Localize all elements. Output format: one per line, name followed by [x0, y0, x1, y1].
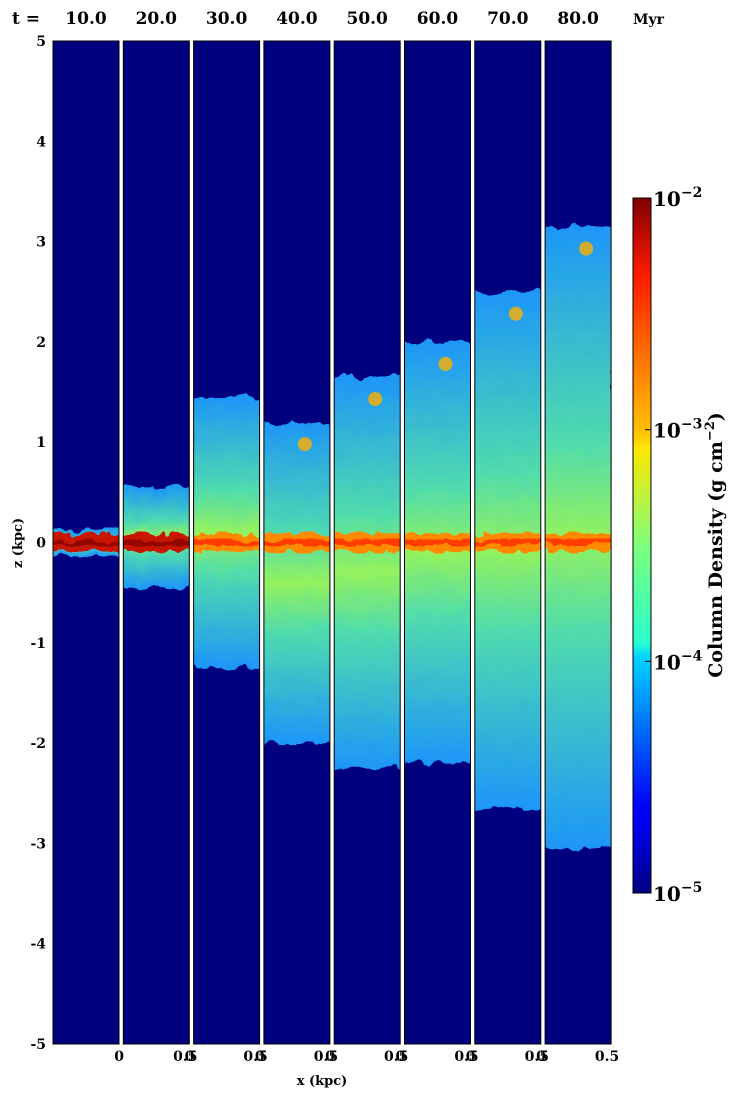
dense-clump: [297, 437, 312, 452]
time-label: 60.0: [417, 9, 459, 29]
dense-clump: [508, 306, 523, 321]
x-tick-label: 0.5: [454, 1049, 478, 1065]
colorbar-tick-label: 10−3: [653, 417, 702, 443]
dense-clump: [579, 241, 594, 256]
time-header: t = Myr 10.0 20.0 30.0 40.0 50.0 60.0 70.0 80.0: [12, 9, 665, 29]
panel-5: [333, 40, 401, 1045]
y-axis-ticks: 5 4 3 2 1 0 -1 -2 -3 -4 -5: [30, 34, 46, 1053]
panel-frame: [52, 40, 120, 1045]
panel-8: [544, 40, 612, 1045]
x-tick-label: 0: [185, 1049, 195, 1065]
time-label: 70.0: [487, 9, 529, 29]
time-prefix: t =: [12, 9, 40, 29]
time-label: 50.0: [346, 9, 388, 29]
colorbar-ticks: 10−2 10−3 10−4 10−5: [645, 185, 703, 906]
panel-frame: [333, 40, 401, 1045]
time-label: 30.0: [206, 9, 248, 29]
colorbar-tick-label: 10−4: [653, 648, 703, 674]
x-axis-label: x (kpc): [297, 1074, 348, 1089]
dense-clump: [368, 392, 383, 407]
time-label: 80.0: [557, 9, 599, 29]
x-tick-label: 0.5: [384, 1049, 408, 1065]
time-label: 10.0: [65, 9, 107, 29]
panel-4: [263, 40, 331, 1045]
y-axis-label: z (kpc): [11, 518, 26, 568]
x-tick-label: 0: [255, 1049, 265, 1065]
x-tick-label: 0: [466, 1049, 476, 1065]
outflow-plume: [263, 422, 330, 744]
x-tick-label: 0.5: [314, 1049, 338, 1065]
x-tick-label: 0.5: [173, 1049, 197, 1065]
dense-clump: [438, 356, 453, 371]
outflow-plume: [404, 341, 471, 764]
y-tick-label: 0: [36, 536, 46, 552]
time-label: 20.0: [136, 9, 178, 29]
outflow-plume: [334, 377, 401, 769]
panel-frame: [122, 40, 190, 1045]
panel-frame: [404, 40, 471, 1045]
panel-frame: [193, 40, 261, 1045]
y-tick-label: 2: [36, 335, 46, 351]
panel-1: [52, 40, 120, 1045]
y-tick-label: -2: [30, 736, 46, 752]
x-tick-label: 0: [325, 1049, 335, 1065]
panel-3: [193, 40, 261, 1045]
y-tick-label: -1: [30, 636, 46, 652]
y-tick-label: -5: [30, 1037, 46, 1053]
panel-7: [474, 40, 542, 1045]
y-tick-label: 1: [36, 435, 46, 451]
y-tick-label: -4: [30, 937, 46, 953]
x-tick-label: 0.5: [595, 1049, 619, 1065]
x-tick-label: 0.5: [525, 1049, 549, 1065]
panel-frame: [263, 40, 331, 1045]
panel-6: [404, 40, 471, 1045]
time-label: 40.0: [276, 9, 318, 29]
colorbar-gradient: [632, 197, 652, 894]
panel-2: [122, 40, 190, 1045]
panel-frame: [544, 40, 612, 1045]
x-tick-label: 0: [395, 1049, 405, 1065]
colorbar-tick-label: 10−5: [653, 880, 702, 906]
y-tick-label: 5: [36, 34, 46, 50]
y-tick-label: -3: [30, 836, 46, 852]
y-tick-label: 4: [36, 134, 46, 150]
panel-frame: [474, 40, 542, 1045]
outflow-plume: [193, 397, 260, 668]
density-panels: [52, 40, 612, 1045]
y-tick-label: 3: [36, 235, 46, 251]
time-unit: Myr: [633, 12, 665, 28]
x-tick-label: 0: [114, 1049, 124, 1065]
colorbar-label: Column Density (g cm−2): [703, 412, 727, 678]
colorbar-tick-label: 10−2: [653, 185, 702, 211]
colorbar: 10−2 10−3 10−4 10−5 Column Density (g cm−2): [632, 185, 727, 906]
x-tick-label: 0.5: [243, 1049, 267, 1065]
x-axis-ticks: 0 0 0 0 0 0 00.5 0.5 0.5 0.5 0.5 0.5 0.5: [114, 1049, 619, 1065]
x-tick-label: 0: [536, 1049, 546, 1065]
